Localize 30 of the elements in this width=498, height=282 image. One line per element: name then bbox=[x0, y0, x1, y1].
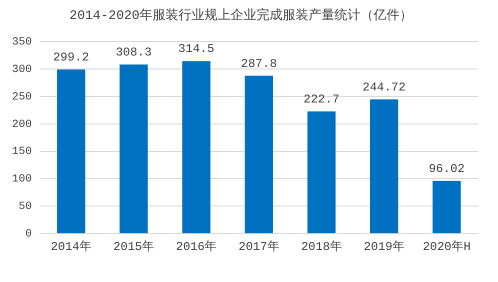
bar bbox=[120, 64, 148, 234]
data-label: 314.5 bbox=[178, 42, 214, 56]
x-tick-label: 2019年 bbox=[364, 240, 405, 254]
data-label: 299.2 bbox=[53, 50, 90, 65]
y-tick-label: 300 bbox=[12, 64, 32, 76]
y-tick-label: 250 bbox=[12, 91, 32, 104]
x-tick-label: 2020年H bbox=[422, 240, 471, 254]
y-tick-label: 200 bbox=[12, 118, 32, 131]
x-tick-label: 2017年 bbox=[238, 240, 280, 254]
data-label: 308.3 bbox=[116, 46, 152, 60]
y-tick-label: 150 bbox=[12, 146, 32, 158]
bar bbox=[370, 99, 398, 234]
y-tick-label: 50 bbox=[18, 201, 32, 214]
data-label: 287.8 bbox=[240, 56, 277, 71]
x-tick-label: 2018年 bbox=[301, 240, 342, 254]
bar bbox=[244, 76, 273, 234]
x-tick-label: 2016年 bbox=[176, 240, 217, 254]
data-label: 96.02 bbox=[428, 162, 465, 176]
bar bbox=[307, 111, 336, 234]
x-tick-label: 2015年 bbox=[113, 240, 154, 254]
bar bbox=[57, 69, 86, 234]
bar bbox=[432, 180, 461, 234]
y-tick-label: 350 bbox=[12, 36, 32, 49]
data-label: 244.72 bbox=[362, 80, 406, 95]
y-tick-label: 0 bbox=[25, 228, 32, 241]
y-tick-label: 100 bbox=[12, 174, 32, 186]
x-tick-label: 2014年 bbox=[50, 240, 92, 254]
data-label: 222.7 bbox=[303, 92, 340, 107]
chart-title: 2014-2020年服装行业规上企业完成服装产量统计（亿件） bbox=[69, 7, 413, 24]
bar bbox=[182, 61, 210, 234]
